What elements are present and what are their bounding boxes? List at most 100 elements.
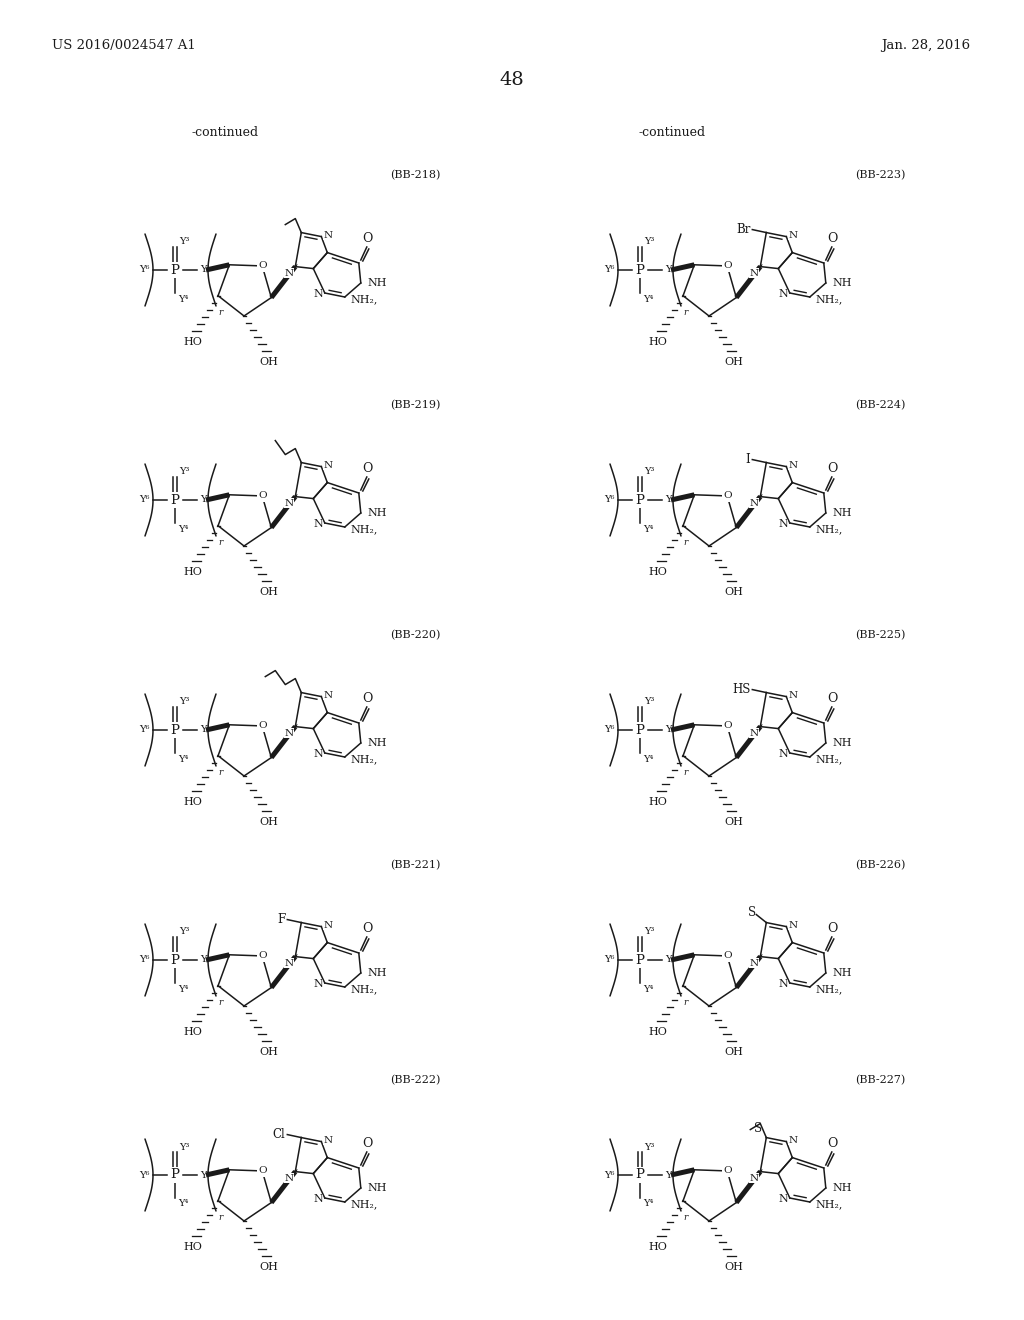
Text: Y¹: Y¹	[200, 726, 210, 734]
Text: r: r	[218, 308, 222, 317]
Text: NH₂,: NH₂,	[816, 294, 843, 304]
Text: O: O	[258, 1167, 266, 1175]
Text: (BB-227): (BB-227)	[855, 1074, 905, 1085]
Text: (BB-226): (BB-226)	[855, 859, 905, 870]
Text: NH₂,: NH₂,	[816, 1199, 843, 1209]
Text: Y¹: Y¹	[200, 265, 210, 275]
Text: N: N	[324, 921, 333, 931]
Text: N: N	[788, 461, 798, 470]
Text: N: N	[313, 748, 323, 759]
Text: r: r	[218, 1213, 222, 1222]
Text: HO: HO	[183, 1027, 203, 1036]
Text: NH: NH	[368, 738, 387, 748]
Text: r: r	[218, 998, 222, 1007]
Text: Y¹: Y¹	[200, 495, 210, 504]
Text: O: O	[362, 692, 373, 705]
Text: Y³: Y³	[179, 697, 189, 706]
Text: O: O	[362, 921, 373, 935]
Text: N: N	[750, 1173, 759, 1183]
Text: N: N	[324, 692, 333, 700]
Text: O: O	[362, 1137, 373, 1150]
Text: OH: OH	[260, 1047, 279, 1057]
Text: (BB-219): (BB-219)	[390, 400, 440, 411]
Text: Y⁶: Y⁶	[604, 1171, 615, 1180]
Text: N: N	[750, 958, 759, 968]
Polygon shape	[736, 954, 762, 987]
Text: r: r	[683, 308, 687, 317]
Text: HO: HO	[648, 1242, 668, 1251]
Text: (BB-220): (BB-220)	[390, 630, 440, 640]
Text: S: S	[755, 1122, 763, 1135]
Text: O: O	[827, 231, 838, 244]
Text: N: N	[313, 979, 323, 989]
Text: N: N	[285, 729, 293, 738]
Text: HO: HO	[648, 566, 668, 577]
Text: Y⁶: Y⁶	[604, 265, 615, 275]
Text: O: O	[827, 462, 838, 474]
Text: N: N	[778, 1195, 787, 1204]
Text: r: r	[218, 768, 222, 777]
Text: OH: OH	[260, 1262, 279, 1272]
Text: P: P	[636, 1168, 644, 1181]
Text: (BB-223): (BB-223)	[855, 170, 905, 180]
Text: N: N	[324, 1137, 333, 1144]
Text: OH: OH	[260, 587, 279, 597]
Text: HO: HO	[183, 1242, 203, 1251]
Text: N: N	[788, 692, 798, 700]
Text: (BB-224): (BB-224)	[855, 400, 905, 411]
Text: O: O	[362, 231, 373, 244]
Text: Y⁶: Y⁶	[604, 726, 615, 734]
Text: Y⁶: Y⁶	[139, 726, 150, 734]
Text: (BB-225): (BB-225)	[855, 630, 905, 640]
Text: OH: OH	[725, 356, 743, 367]
Text: (BB-221): (BB-221)	[390, 859, 440, 870]
Text: N: N	[750, 499, 759, 508]
Text: N: N	[324, 461, 333, 470]
Text: N: N	[313, 289, 323, 300]
Text: r: r	[218, 539, 222, 546]
Text: Y⁴: Y⁴	[643, 294, 653, 304]
Text: P: P	[636, 264, 644, 276]
Text: NH₂,: NH₂,	[816, 754, 843, 764]
Text: r: r	[683, 998, 687, 1007]
Text: Y³: Y³	[644, 1143, 654, 1151]
Text: N: N	[285, 268, 293, 277]
Text: I: I	[745, 453, 751, 466]
Text: US 2016/0024547 A1: US 2016/0024547 A1	[52, 40, 196, 53]
Text: Y³: Y³	[179, 238, 189, 247]
Text: N: N	[285, 1173, 293, 1183]
Text: O: O	[723, 1167, 731, 1175]
Text: Y¹: Y¹	[665, 1171, 676, 1180]
Text: O: O	[723, 952, 731, 961]
Text: HO: HO	[183, 797, 203, 807]
Text: O: O	[723, 261, 731, 271]
Text: O: O	[827, 1137, 838, 1150]
Text: NH₂,: NH₂,	[351, 294, 378, 304]
Text: O: O	[258, 491, 266, 500]
Text: NH₂,: NH₂,	[351, 983, 378, 994]
Text: Y³: Y³	[644, 467, 654, 477]
Text: r: r	[683, 1213, 687, 1222]
Text: O: O	[723, 722, 731, 730]
Text: Y⁴: Y⁴	[643, 985, 653, 994]
Polygon shape	[736, 264, 762, 297]
Text: 48: 48	[500, 71, 524, 88]
Text: Y⁴: Y⁴	[178, 294, 188, 304]
Text: Y³: Y³	[644, 697, 654, 706]
Text: NH₂,: NH₂,	[351, 754, 378, 764]
Text: Y³: Y³	[179, 1143, 189, 1151]
Text: NH₂,: NH₂,	[351, 524, 378, 535]
Text: N: N	[788, 1137, 798, 1144]
Text: Y¹: Y¹	[665, 726, 676, 734]
Polygon shape	[271, 725, 297, 758]
Text: HO: HO	[648, 337, 668, 347]
Text: S: S	[749, 906, 757, 919]
Text: OH: OH	[725, 817, 743, 828]
Text: O: O	[258, 952, 266, 961]
Text: NH₂,: NH₂,	[816, 524, 843, 535]
Text: P: P	[636, 723, 644, 737]
Text: NH₂,: NH₂,	[816, 983, 843, 994]
Text: P: P	[636, 953, 644, 966]
Text: NH: NH	[368, 508, 387, 517]
Text: N: N	[324, 231, 333, 240]
